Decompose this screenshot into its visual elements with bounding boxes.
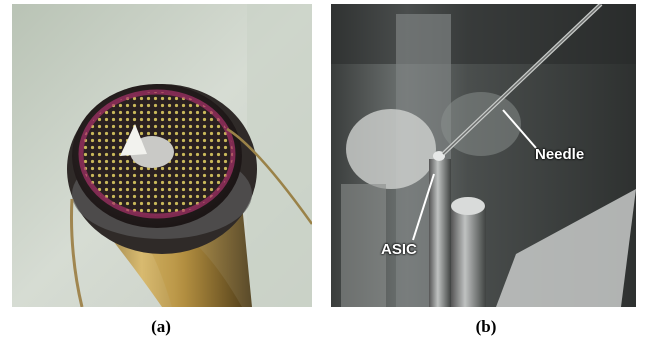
caption-b: (b) [475, 317, 497, 336]
photo-panel-b [331, 4, 636, 307]
caption-a: (a) [151, 317, 171, 336]
asic-label: ASIC [381, 241, 417, 258]
needle-label: Needle [535, 146, 585, 163]
needle-asic-photo [331, 4, 636, 307]
connector-photo [12, 4, 312, 307]
photo-panel-a [12, 4, 312, 307]
